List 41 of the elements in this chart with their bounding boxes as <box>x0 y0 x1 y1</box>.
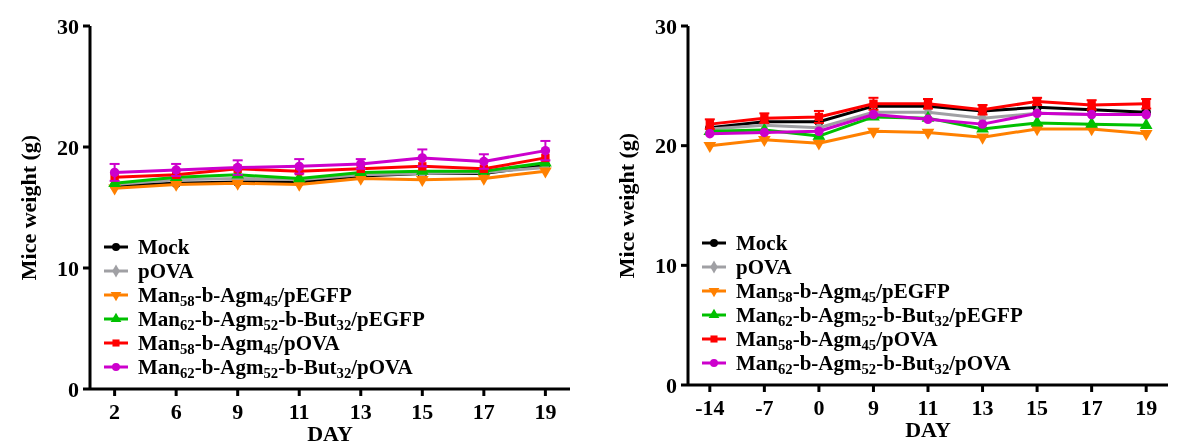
x-tick-label: 2 <box>109 399 121 424</box>
legend-label: Man$_{58}$-b-Agm$_{45}$/pOVA <box>736 327 939 354</box>
x-axis-title: DAY <box>307 421 353 446</box>
x-tick-label: -7 <box>755 395 774 420</box>
y-tick-label: 10 <box>57 255 79 281</box>
y-axis-title: Mice weight (g) <box>614 132 639 279</box>
x-tick-label: 17 <box>1080 395 1103 420</box>
x-tick-label: 15 <box>1026 395 1049 420</box>
x-tick-label: 13 <box>349 399 372 424</box>
x-tick-label: 11 <box>288 399 310 424</box>
x-tick-label: 13 <box>971 395 994 420</box>
y-tick-label: 30 <box>655 13 677 39</box>
x-tick-label: 19 <box>534 399 557 424</box>
x-tick-label: 17 <box>472 399 495 424</box>
y-axis-title: Mice weight (g) <box>16 134 41 281</box>
legend-label: pOVA <box>736 255 793 280</box>
y-tick-label: 0 <box>666 372 677 398</box>
x-tick-label: 11 <box>917 395 939 420</box>
legend-label: pOVA <box>138 259 195 284</box>
x-tick-label: 0 <box>813 395 825 420</box>
legend-label: Man$_{58}$-b-Agm$_{45}$/pEGFP <box>736 279 950 306</box>
legend-label: Man$_{62}$-b-Agm$_{52}$-b-But$_{32}$/pEGFP <box>138 307 425 334</box>
x-tick-label: 15 <box>411 399 434 424</box>
legend-label: Mock <box>138 235 190 260</box>
x-tick-label: 19 <box>1135 395 1158 420</box>
y-tick-label: 30 <box>57 13 79 39</box>
x-axis-title: DAY <box>905 417 951 442</box>
legend-label: Man$_{62}$-b-Agm$_{52}$-b-But$_{32}$/pOVA <box>736 351 1012 378</box>
y-tick-label: 10 <box>655 253 677 279</box>
legend-label: Man$_{58}$-b-Agm$_{45}$/pOVA <box>138 331 341 358</box>
y-tick-label: 20 <box>655 133 677 159</box>
legend-label: Man$_{62}$-b-Agm$_{52}$-b-But$_{32}$/pOVA <box>138 355 414 382</box>
x-tick-label: -14 <box>695 395 725 420</box>
legend-label: Man$_{62}$-b-Agm$_{52}$-b-But$_{32}$/pEGFP <box>736 303 1023 330</box>
y-tick-label: 20 <box>57 134 79 160</box>
y-tick-label: 0 <box>68 376 79 402</box>
legend-label: Mock <box>736 231 788 256</box>
x-tick-label: 9 <box>232 399 244 424</box>
legend-label: Man$_{58}$-b-Agm$_{45}$/pEGFP <box>138 283 352 310</box>
x-tick-label: 6 <box>170 399 182 424</box>
x-tick-label: 9 <box>867 395 879 420</box>
